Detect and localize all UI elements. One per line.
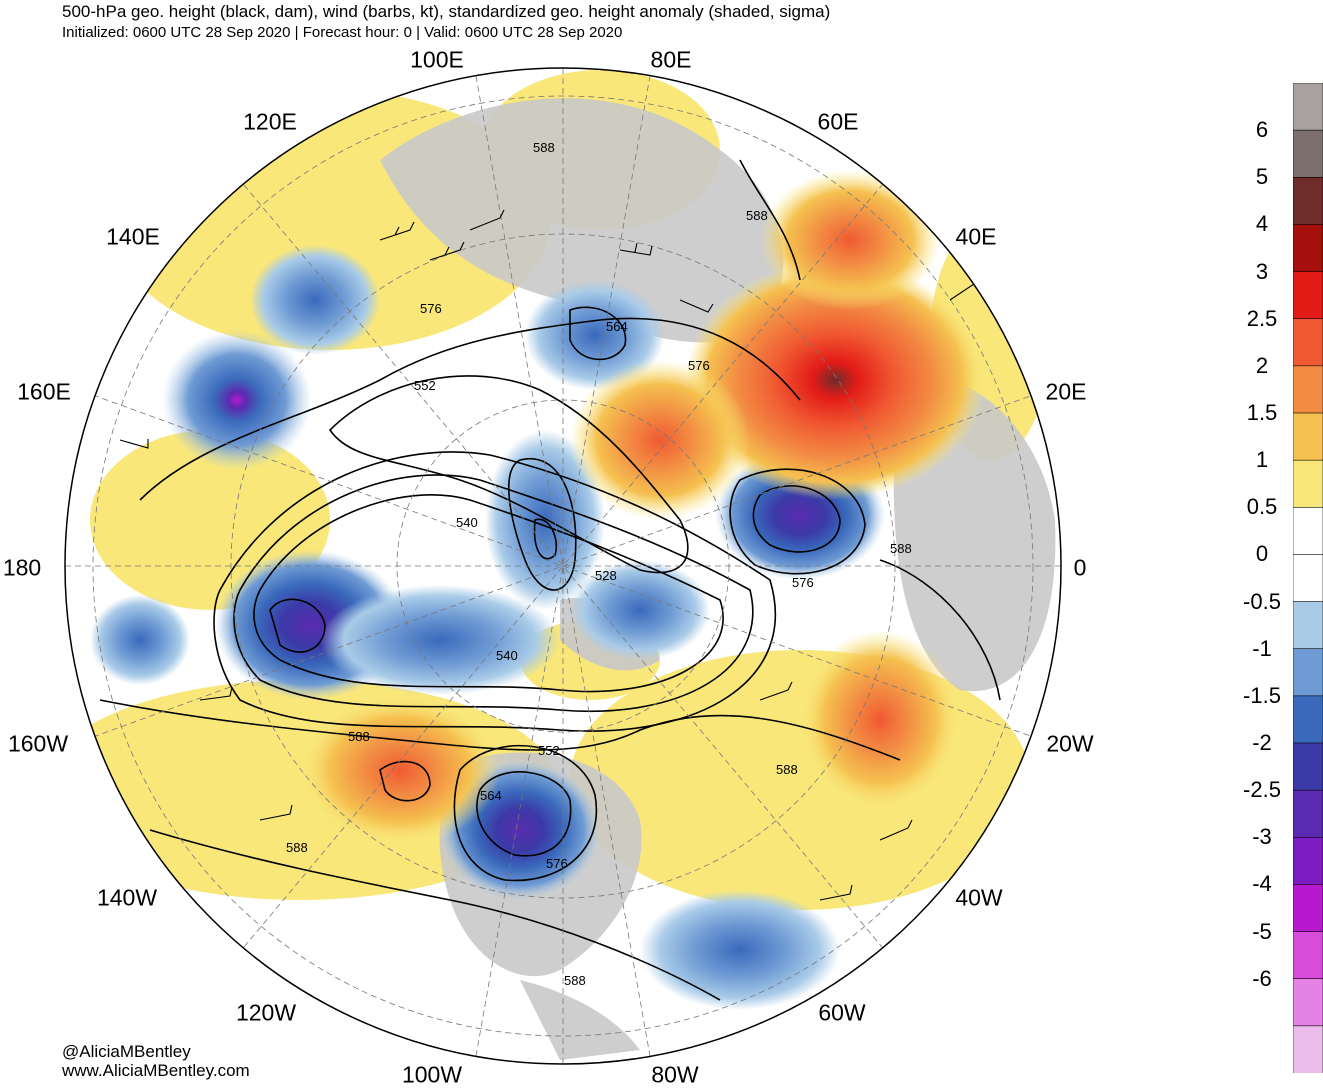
colorbar-label: -1 <box>1252 635 1272 661</box>
chart-title: 500-hPa geo. height (black, dam), wind (… <box>62 2 831 21</box>
map-disk: 588 588 576 564 576 552 540 528 588 576 … <box>65 68 1061 1064</box>
lon-label-100w: 100W <box>401 1061 463 1088</box>
chart-subtitle: Initialized: 0600 UTC 28 Sep 2020 | Fore… <box>62 24 623 41</box>
colorbar-label: -3 <box>1252 824 1272 850</box>
graticule <box>65 68 1061 1064</box>
colorbar-swatch <box>1293 601 1323 650</box>
colorbar-swatch <box>1293 742 1323 791</box>
colorbar-label: -6 <box>1252 965 1272 991</box>
contour-label: 552 <box>414 378 436 393</box>
credit-handle: @AliciaMBentley <box>62 1042 191 1061</box>
lon-label-120e: 120E <box>243 108 297 135</box>
colorbar-swatch <box>1293 318 1323 367</box>
contour-label: 588 <box>776 762 798 777</box>
colorbar-label: 2.5 <box>1246 305 1278 331</box>
colorbar-label: -5 <box>1252 918 1272 944</box>
contour-label: 528 <box>595 568 617 583</box>
lon-label-60e: 60E <box>817 108 859 135</box>
contour-label: 564 <box>480 788 502 803</box>
contour-label: 540 <box>456 515 478 530</box>
lon-label-0: 0 <box>1073 554 1087 581</box>
colorbar-label: -2.5 <box>1243 777 1281 803</box>
contour-label: 588 <box>348 729 370 744</box>
colorbar-swatch <box>1293 412 1323 461</box>
colorbar-label: -2 <box>1252 730 1272 755</box>
lon-label-160w: 160W <box>7 730 69 757</box>
colorbar-label: 1 <box>1255 447 1269 473</box>
lon-label-120w: 120W <box>235 999 297 1026</box>
lon-label-140w: 140W <box>96 884 158 911</box>
lon-label-80e: 80E <box>650 46 692 73</box>
lon-label-40w: 40W <box>955 884 1003 911</box>
colorbar-label: -0.5 <box>1243 588 1281 614</box>
lon-label-80w: 80W <box>651 1061 699 1088</box>
colorbar-swatch <box>1293 271 1323 320</box>
colorbar-swatch <box>1293 506 1323 556</box>
credit-website: www.AliciaMBentley.com <box>62 1061 250 1080</box>
lon-label-140e: 140E <box>106 223 160 250</box>
colorbar-label: 1.5 <box>1246 400 1278 425</box>
contour-label: 588 <box>564 973 586 988</box>
height-contours <box>99 159 1001 1001</box>
lon-label-40e: 40E <box>955 223 997 250</box>
colorbar-label: -4 <box>1252 871 1272 897</box>
colorbar <box>1293 83 1323 1073</box>
lon-label-100e: 100E <box>410 46 464 73</box>
contour-label: 540 <box>496 648 518 663</box>
colorbar-swatch <box>1293 83 1323 131</box>
colorbar-swatch <box>1293 978 1323 1027</box>
colorbar-swatch <box>1293 695 1323 744</box>
contour-label: 588 <box>890 541 912 556</box>
lon-label-180: 180 <box>2 554 42 581</box>
colorbar-swatch <box>1293 129 1323 179</box>
contour-label: 576 <box>420 301 442 316</box>
colorbar-label: 2 <box>1255 352 1269 378</box>
map-boundary <box>64 67 1062 1065</box>
lon-label-160e: 160E <box>17 378 71 405</box>
colorbar-label: 3 <box>1255 258 1269 284</box>
colorbar-swatch <box>1293 554 1323 603</box>
contour-label: 576 <box>546 856 568 871</box>
contour-label: 564 <box>606 319 628 334</box>
lon-label-20e: 20E <box>1045 378 1087 405</box>
colorbar-swatch <box>1293 789 1323 839</box>
colorbar-label: 0.5 <box>1246 494 1278 520</box>
colorbar-swatch <box>1293 365 1323 414</box>
colorbar-label: 4 <box>1255 211 1269 237</box>
colorbar-label: 5 <box>1255 164 1269 190</box>
colorbar-swatch <box>1293 176 1323 226</box>
contour-label: 576 <box>688 358 710 373</box>
anomaly-centers <box>90 170 985 1010</box>
colorbar-swatch <box>1293 648 1323 697</box>
contour-label: 588 <box>533 140 555 155</box>
colorbar-label: 6 <box>1255 117 1269 143</box>
contour-label: 588 <box>286 840 308 855</box>
colorbar-label: -1.5 <box>1243 682 1281 708</box>
colorbar-swatch <box>1293 1025 1323 1073</box>
colorbar-swatch <box>1293 931 1323 980</box>
colorbar-swatch <box>1293 459 1323 509</box>
lon-label-20w: 20W <box>1046 730 1094 757</box>
contour-label: 576 <box>792 575 814 590</box>
colorbar-label: 0 <box>1255 541 1269 567</box>
colorbar-swatch <box>1293 836 1323 886</box>
contour-label: 552 <box>538 743 560 758</box>
contour-label: 588 <box>746 208 768 223</box>
colorbar-swatch <box>1293 224 1323 273</box>
lon-label-60w: 60W <box>818 999 866 1026</box>
contour-labels: 588 588 576 564 576 552 540 528 588 576 … <box>286 140 912 988</box>
colorbar-swatch <box>1293 884 1323 933</box>
